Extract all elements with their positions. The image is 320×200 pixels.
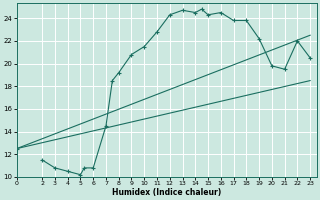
X-axis label: Humidex (Indice chaleur): Humidex (Indice chaleur) xyxy=(112,188,221,197)
